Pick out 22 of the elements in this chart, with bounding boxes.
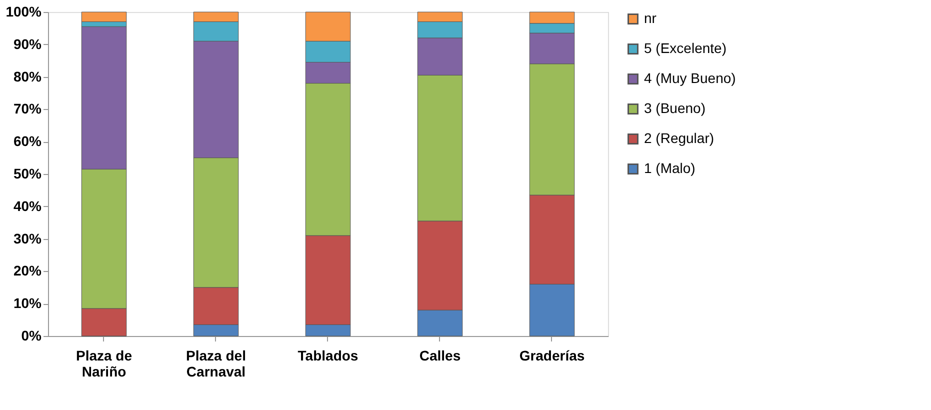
y-tick-label: 30%: [13, 230, 42, 246]
y-tick-label: 70%: [13, 100, 42, 117]
x-tick-label: Tablados: [298, 348, 358, 364]
x-tick-label: Graderías: [519, 348, 585, 364]
y-tick-label: 80%: [13, 68, 42, 84]
legend-label: 3 (Bueno): [644, 100, 706, 116]
legend-label: 5 (Excelente): [644, 40, 726, 56]
x-tick-label: Plaza del Carnaval: [186, 348, 246, 380]
x-tick-label: Calles: [419, 348, 461, 364]
y-tick-label: 20%: [13, 262, 42, 279]
y-tick-label: 50%: [13, 166, 42, 182]
y-tick-label: 100%: [6, 4, 42, 20]
y-tick-label: 0%: [21, 328, 42, 344]
legend-label: 2 (Regular): [644, 130, 714, 146]
legend-label: nr: [644, 10, 657, 26]
legend-label: 4 (Muy Bueno): [644, 70, 736, 86]
y-tick-label: 90%: [13, 36, 42, 52]
y-tick-label: 60%: [13, 133, 42, 150]
legend-label: 1 (Malo): [644, 160, 696, 176]
y-tick-label: 10%: [13, 295, 42, 312]
y-tick-label: 40%: [13, 198, 42, 214]
x-tick-label: Plaza de Nariño: [76, 348, 132, 380]
